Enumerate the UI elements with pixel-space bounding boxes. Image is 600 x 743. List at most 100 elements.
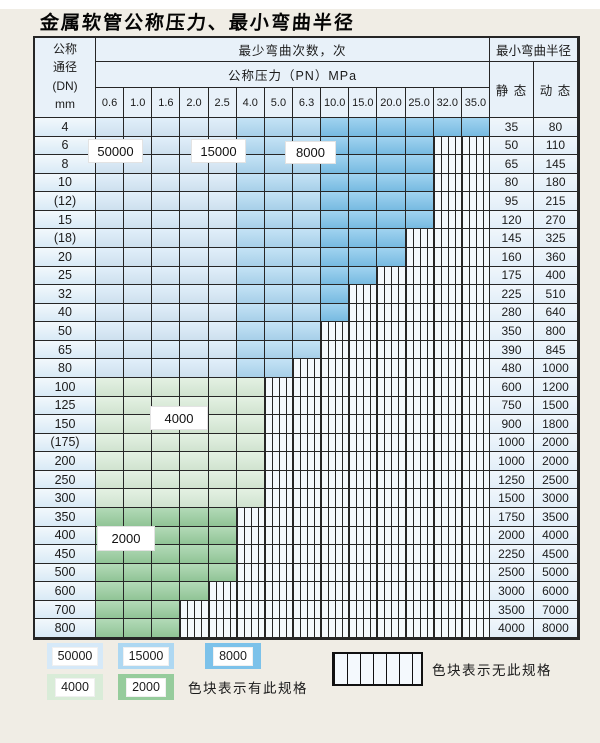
no-spec-cell	[461, 396, 490, 416]
spec-cell	[377, 229, 406, 248]
no-spec-cell	[433, 136, 462, 156]
no-spec-cell	[405, 526, 434, 546]
dn-cell: (175)	[35, 433, 96, 453]
spec-cell	[377, 155, 406, 174]
static-value-cell: 225	[489, 285, 534, 304]
dn-cell: (18)	[35, 229, 96, 248]
spec-cell	[96, 118, 125, 137]
spec-cell	[96, 359, 125, 378]
spec-cell	[152, 433, 181, 453]
no-spec-cell	[321, 340, 350, 360]
legend-item-2000: 2000	[118, 674, 174, 700]
no-spec-cell	[349, 507, 378, 527]
no-spec-cell	[461, 433, 490, 453]
spec-cell	[124, 229, 153, 248]
spec-cell	[236, 489, 265, 508]
legend-label-50000: 50000	[51, 646, 99, 666]
spec-cell	[180, 118, 209, 137]
dn-cell: 4	[35, 118, 96, 137]
spec-cell	[208, 210, 237, 230]
spec-cell	[321, 192, 350, 211]
no-spec-cell	[405, 229, 434, 248]
no-spec-cell	[405, 359, 434, 378]
no-spec-cell	[180, 619, 209, 638]
static-value-cell: 750	[489, 396, 534, 416]
pressure-tick: 35.0	[461, 88, 490, 118]
spec-cell	[208, 415, 237, 434]
pressure-tick: 1.6	[152, 88, 181, 118]
no-spec-cell	[461, 322, 490, 341]
bend-cycles-header: 最少弯曲次数，次	[96, 38, 490, 62]
spec-cell	[180, 526, 209, 546]
spec-cell	[96, 433, 125, 453]
spec-cell	[124, 303, 153, 323]
no-spec-cell	[405, 266, 434, 286]
no-spec-cell	[433, 619, 462, 638]
no-spec-cell	[433, 452, 462, 471]
spec-cell	[433, 118, 462, 137]
spec-cell	[152, 470, 181, 490]
spec-cell	[180, 266, 209, 286]
spec-cell	[236, 118, 265, 137]
spec-cell	[124, 173, 153, 193]
spec-cell	[236, 470, 265, 490]
pressure-tick: 4.0	[236, 88, 265, 118]
spec-cell	[152, 192, 181, 211]
spec-cell	[152, 359, 181, 378]
static-value-cell: 480	[489, 359, 534, 378]
pressure-tick: 20.0	[377, 88, 406, 118]
spec-cell	[180, 340, 209, 360]
pressure-tick: 0.6	[96, 88, 125, 118]
dynamic-value-cell: 400	[533, 266, 578, 286]
no-spec-cell	[433, 433, 462, 453]
spec-cell	[264, 303, 293, 323]
no-spec-cell	[349, 489, 378, 508]
no-spec-cell	[405, 470, 434, 490]
spec-cell	[152, 377, 181, 397]
no-spec-cell	[349, 452, 378, 471]
corner-line-4: mm	[55, 96, 75, 111]
corner-line-3: (DN)	[52, 78, 78, 93]
spec-cell	[292, 266, 322, 286]
no-spec-cell	[461, 229, 490, 248]
dn-cell: 200	[35, 452, 96, 471]
no-spec-cell	[461, 377, 490, 397]
spec-cell	[180, 359, 209, 378]
spec-cell	[124, 340, 153, 360]
spec-cell	[152, 452, 181, 471]
no-spec-cell	[433, 322, 462, 341]
no-spec-cell	[377, 266, 406, 286]
spec-cell	[321, 266, 350, 286]
spec-cell	[152, 582, 181, 601]
dn-cell: 10	[35, 173, 96, 193]
no-spec-cell	[433, 489, 462, 508]
no-spec-cell	[461, 247, 490, 267]
corner-header: 公称 通径 (DN) mm	[35, 38, 96, 118]
dn-cell: (12)	[35, 192, 96, 211]
no-spec-cell	[405, 303, 434, 323]
no-spec-cell	[461, 340, 490, 360]
legend-item-4000: 4000	[47, 674, 103, 700]
spec-cell	[180, 192, 209, 211]
no-spec-cell	[433, 340, 462, 360]
no-spec-cell	[405, 582, 434, 601]
spec-cell	[377, 210, 406, 230]
pressure-tick: 1.0	[124, 88, 153, 118]
legend-no-spec-box	[332, 652, 423, 686]
spec-cell	[152, 526, 181, 546]
dynamic-value-cell: 7000	[533, 600, 578, 620]
static-value-cell: 50	[489, 136, 534, 156]
no-spec-cell	[405, 396, 434, 416]
no-spec-cell	[349, 415, 378, 434]
spec-cell	[377, 192, 406, 211]
static-value-cell: 120	[489, 210, 534, 230]
no-spec-cell	[264, 619, 293, 638]
legend-label-2000: 2000	[126, 677, 166, 697]
no-spec-cell	[461, 192, 490, 211]
spec-cell	[236, 192, 265, 211]
no-spec-cell	[264, 489, 293, 508]
legend-item-15000: 15000	[118, 643, 174, 669]
no-spec-cell	[377, 433, 406, 453]
spec-cell	[236, 303, 265, 323]
spec-cell	[236, 433, 265, 453]
